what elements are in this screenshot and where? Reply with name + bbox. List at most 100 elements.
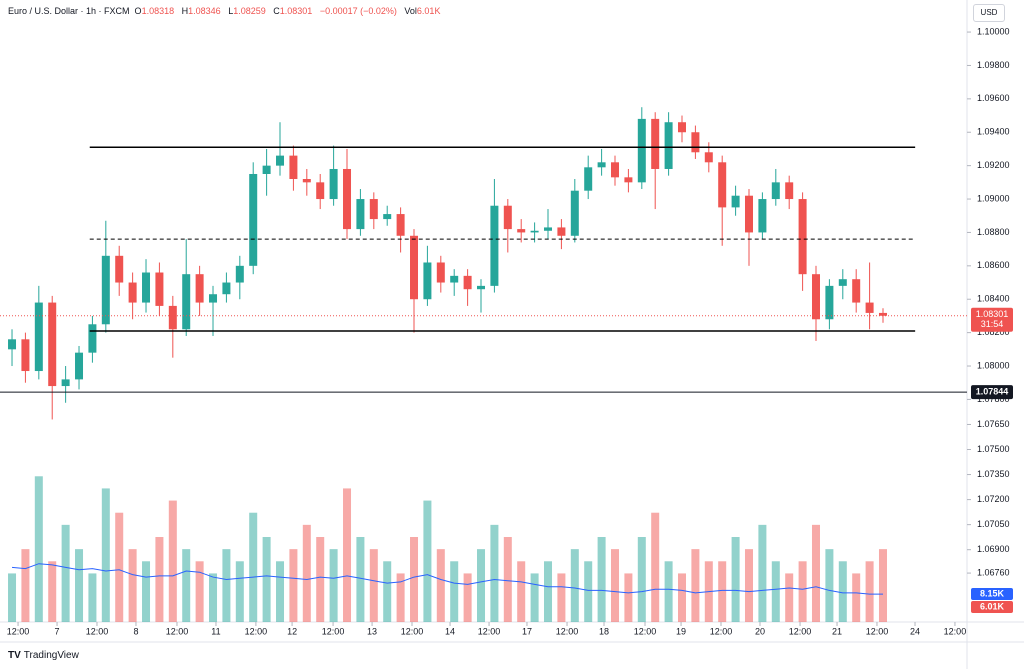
volume-bar — [771, 561, 780, 622]
x-tick-label: 12 — [287, 626, 297, 636]
candle-body — [262, 165, 271, 174]
y-tick-label: 1.07050 — [977, 519, 1010, 529]
reference-label: 1.07844 — [976, 386, 1009, 396]
volume-bar — [101, 488, 110, 622]
candle-body — [369, 199, 378, 220]
candle-body — [302, 179, 311, 183]
volume-bar — [302, 524, 311, 622]
candle-body — [128, 282, 137, 303]
change: −0.00017 (−0.02%) — [319, 6, 397, 16]
candle-body — [343, 168, 352, 230]
y-tick-label: 1.07500 — [977, 444, 1010, 454]
x-tick-label: 12:00 — [634, 626, 657, 636]
candle-body — [195, 274, 204, 303]
candle-body — [517, 229, 526, 233]
candle-body — [865, 302, 874, 313]
volume-bar — [222, 549, 231, 622]
volume-bar — [490, 524, 499, 622]
volume-bar — [852, 573, 861, 622]
candle-body — [771, 182, 780, 200]
volume-bar — [168, 500, 177, 622]
candle-body — [637, 118, 646, 183]
candle-body — [115, 255, 124, 283]
volume-bar — [463, 573, 472, 622]
candle-body — [34, 302, 43, 372]
volume-label: 6.01K — [980, 601, 1005, 611]
candle-body — [75, 352, 84, 380]
volume-bar — [276, 561, 285, 622]
ohlc-value: 1.08301 — [279, 6, 313, 16]
volume-bar — [316, 537, 325, 622]
reference-label-box — [971, 385, 1013, 400]
candle-body — [570, 190, 579, 236]
volume-ma-line — [11, 563, 883, 595]
ohlc-value: 1.08259 — [233, 6, 266, 16]
candle-body — [396, 214, 405, 236]
candle-body — [718, 162, 727, 208]
volume-bar — [584, 561, 593, 622]
candle-body — [356, 199, 365, 230]
candle-body — [597, 162, 606, 168]
countdown: 31:54 — [981, 319, 1004, 329]
volume-bar — [651, 512, 660, 622]
x-tick-label: 12:00 — [401, 626, 424, 636]
y-tick-label: 1.09000 — [977, 193, 1010, 203]
volume-bar — [785, 573, 794, 622]
currency-button[interactable]: USD — [973, 4, 1005, 22]
volume-bar — [557, 573, 566, 622]
volume-bar — [115, 512, 124, 622]
volume-bar — [182, 549, 191, 622]
candle-body — [503, 205, 512, 230]
volume-bar — [128, 549, 137, 622]
y-tick-label: 1.06760 — [977, 567, 1010, 577]
volume-bar — [678, 573, 687, 622]
y-tick-label: 1.06900 — [977, 544, 1010, 554]
volume-bar — [624, 573, 633, 622]
x-tick-label: 21 — [832, 626, 842, 636]
y-tick-label: 1.09400 — [977, 127, 1010, 137]
volume-bar — [731, 537, 740, 622]
volume-box — [971, 601, 1013, 613]
x-tick-label: 17 — [522, 626, 532, 636]
candle-body — [530, 230, 539, 233]
volume-bar — [691, 549, 700, 622]
ohlc-label: L — [228, 6, 234, 16]
volume-ma-box — [971, 588, 1013, 600]
volume-bar — [235, 561, 244, 622]
volume-bar — [356, 537, 365, 622]
title: Euro / U.S. Dollar · 1h · FXCM — [8, 6, 130, 16]
volume-bar — [664, 561, 673, 622]
y-tick-label: 1.08800 — [977, 227, 1010, 237]
volume-bar — [209, 573, 218, 622]
candle-body — [276, 155, 285, 166]
x-tick-label: 12:00 — [710, 626, 733, 636]
ohlc-value: 1.08318 — [141, 6, 175, 16]
candle-body — [423, 262, 432, 300]
volume-label: Vol — [404, 6, 417, 16]
x-tick-label: 12:00 — [944, 626, 967, 636]
x-tick-label: 12:00 — [86, 626, 109, 636]
y-tick-label: 1.10000 — [977, 26, 1010, 36]
candle-body — [557, 227, 566, 236]
x-tick-label: 12:00 — [7, 626, 30, 636]
candle-body — [798, 199, 807, 275]
candle-body — [329, 168, 338, 200]
candle-body — [61, 379, 70, 387]
y-tick-label: 1.07650 — [977, 419, 1010, 429]
x-tick-label: 12:00 — [245, 626, 268, 636]
y-tick-label: 1.07200 — [977, 494, 1010, 504]
volume-bar — [477, 549, 486, 622]
candle-body — [584, 167, 593, 191]
x-tick-label: 13 — [367, 626, 377, 636]
x-tick-label: 12:00 — [556, 626, 579, 636]
x-tick-label: 11 — [211, 626, 220, 636]
y-tick-label: 1.07350 — [977, 469, 1010, 479]
volume-bar — [21, 549, 30, 622]
volume-bar — [758, 524, 767, 622]
volume-bar — [570, 549, 579, 622]
candle-body — [209, 294, 218, 303]
volume-bar — [369, 549, 378, 622]
candle-body — [383, 214, 392, 220]
y-tick-label: 1.09200 — [977, 160, 1010, 170]
